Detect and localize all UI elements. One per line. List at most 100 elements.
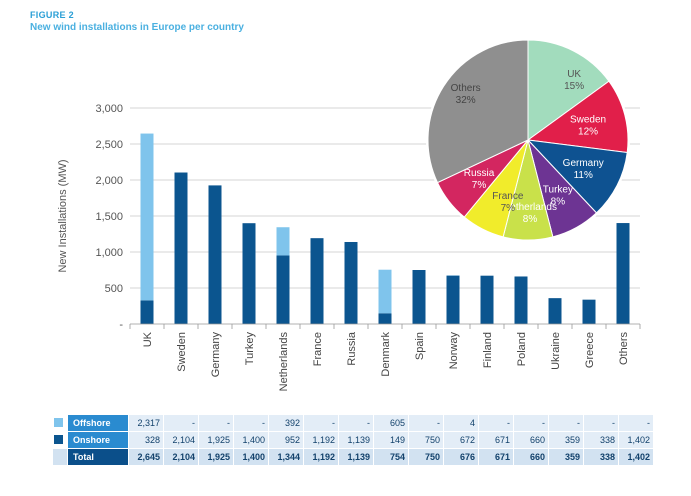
table-cell: 338 (584, 432, 618, 448)
table-cell: 1,192 (304, 432, 338, 448)
y-tick-label: - (119, 319, 123, 331)
figure-label: FIGURE 2 (30, 10, 74, 20)
legend-swatch (53, 432, 67, 448)
table-cell: - (339, 415, 373, 431)
y-tick-label: 1,500 (95, 211, 123, 223)
table-cell: 671 (479, 432, 513, 448)
bar-offshore-netherlands (276, 227, 290, 256)
x-tick-label: Poland (516, 332, 528, 366)
table-cell: 1,139 (339, 432, 373, 448)
x-tick-label: Spain (414, 332, 426, 360)
table-cell: 1,139 (339, 449, 373, 465)
x-tick-label: Norway (448, 332, 460, 370)
bar-onshore-poland (514, 276, 528, 324)
table-row-total: Total 2,645 2,104 1,925 1,400 1,344 1,192 1,139… (53, 449, 653, 465)
pie-label: Others (451, 83, 481, 94)
table-cell: 2,104 (164, 449, 198, 465)
pie-slice-sweden (526, 80, 629, 154)
table-cell: - (409, 415, 443, 431)
y-tick-label: 1,000 (95, 247, 123, 259)
x-tick-label: Others (618, 332, 630, 366)
pie-pct-label: 7% (501, 203, 516, 214)
wind-installations-chart: - 500 1,000 1,500 2,000 2,500 3,000 New Install… (57, 38, 641, 392)
pie-slice-germany (526, 139, 628, 214)
bar-onshore-denmark (378, 313, 392, 324)
pie-pct-label: 15% (564, 81, 584, 92)
y-axis-label: New Installations (MW) (57, 159, 69, 272)
legend-swatch (53, 415, 67, 431)
table-cell: 672 (444, 432, 478, 448)
table-cell: 671 (479, 449, 513, 465)
x-tick-label: Germany (210, 332, 222, 378)
pie-pct-label: 32% (456, 95, 476, 106)
table-cell: 1,925 (199, 432, 233, 448)
bar-onshore-ukraine (548, 298, 562, 324)
pie-label: France (492, 191, 524, 202)
pie-label: UK (567, 69, 581, 80)
data-table: Offshore 2,317- - -392- -605-4- - - - - Onshore 32… (52, 414, 654, 466)
table-cell: - (619, 415, 653, 431)
row-label: Total (68, 449, 128, 465)
bar-onshore-france (310, 238, 324, 324)
pie-pct-label: 8% (551, 196, 566, 207)
pie-label: Sweden (570, 115, 606, 126)
bar-layer (140, 133, 630, 324)
bar-onshore-norway (446, 275, 460, 324)
bar-offshore-denmark (378, 269, 392, 314)
bar-onshore-finland (480, 275, 494, 324)
pie-label: Germany (563, 158, 604, 169)
x-tick-label: Turkey (244, 332, 256, 366)
row-label: Offshore (68, 415, 128, 431)
table-cell: 605 (374, 415, 408, 431)
x-tick-label: Finland (482, 332, 494, 368)
pie-label: Turkey (543, 184, 573, 195)
y-tick-label: 500 (105, 283, 123, 295)
x-tick-label: Netherlands (278, 332, 290, 392)
bar-onshore-others (616, 223, 630, 324)
table-cell: 660 (514, 432, 548, 448)
table-cell: - (584, 415, 618, 431)
table-row-offshore: Offshore 2,317- - -392- -605-4- - - - - (53, 415, 653, 431)
bar-onshore-uk (140, 300, 154, 324)
x-tick-label: Denmark (380, 332, 392, 377)
bar-onshore-russia (344, 241, 358, 324)
table-cell: 2,645 (129, 449, 163, 465)
table-cell: 750 (409, 449, 443, 465)
x-tick-label: UK (142, 331, 154, 347)
legend-swatch (53, 449, 67, 465)
pie-pct-label: 7% (472, 180, 487, 191)
pie-label: Russia (464, 168, 495, 179)
table-cell: 750 (409, 432, 443, 448)
table-cell: - (164, 415, 198, 431)
x-tick-label: Russia (346, 331, 358, 366)
table-cell: 4 (444, 415, 478, 431)
bar-onshore-netherlands (276, 255, 290, 324)
table-row-onshore: Onshore 328 2,104 1,925 1,400 952 1,192 1,139 14… (53, 432, 653, 448)
table-cell: 660 (514, 449, 548, 465)
table-cell: 392 (269, 415, 303, 431)
bar-onshore-sweden (174, 172, 188, 324)
table-cell: 1,344 (269, 449, 303, 465)
pie-pct-label: 11% (574, 170, 593, 181)
table-cell: 2,104 (164, 432, 198, 448)
pie-layer: UK15%Sweden12%Germany11%Turkey8%Netherla… (426, 38, 630, 242)
table-cell: 359 (549, 432, 583, 448)
table-cell: 1,925 (199, 449, 233, 465)
table-cell: 1,400 (234, 449, 268, 465)
row-label: Onshore (68, 432, 128, 448)
table-cell: - (514, 415, 548, 431)
table-cell: - (199, 415, 233, 431)
bar-onshore-greece (582, 299, 596, 324)
pie-pct-label: 12% (578, 127, 598, 138)
table-cell: - (549, 415, 583, 431)
bar-offshore-uk (140, 133, 154, 301)
x-tick-label: France (312, 332, 324, 366)
y-tick-label: 3,000 (95, 103, 123, 115)
table-cell: 2,317 (129, 415, 163, 431)
bar-onshore-germany (208, 185, 222, 324)
table-cell: 676 (444, 449, 478, 465)
y-tick-label: 2,500 (95, 139, 123, 151)
table-cell: 359 (549, 449, 583, 465)
pie-slice-uk (527, 39, 610, 141)
table-cell: 338 (584, 449, 618, 465)
